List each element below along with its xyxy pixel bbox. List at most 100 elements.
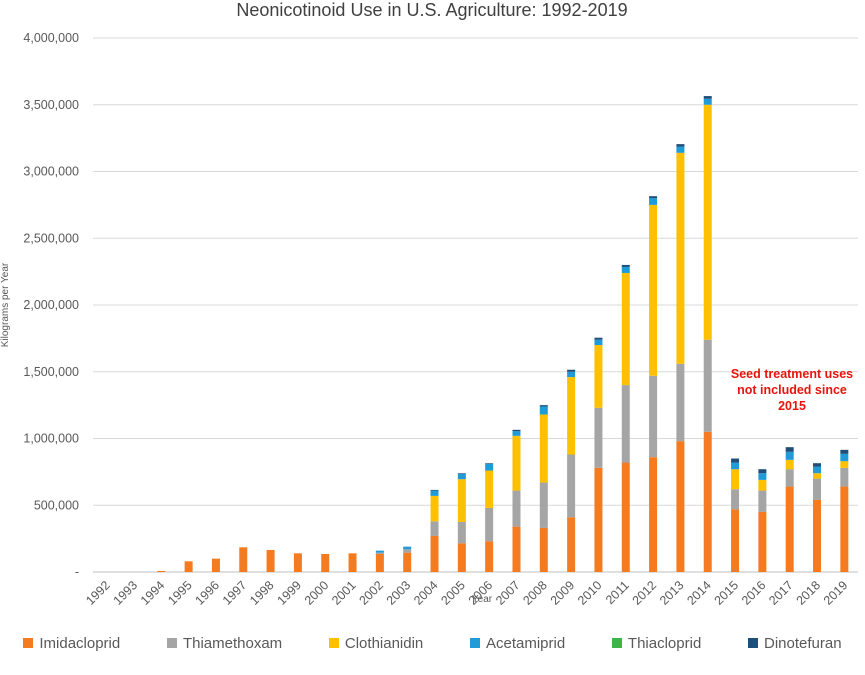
annotation-line: not included since [737,383,847,397]
bar-segment-dinotefuran [649,196,658,199]
legend-swatch [611,638,622,648]
bar-segment-acetamiprid [375,550,384,553]
x-tick-label: 1999 [274,578,304,608]
bar-segment-dinotefuran [621,264,630,267]
bar-segment-imidacloprid [157,570,166,572]
bar-segment-acetamiprid [840,453,849,462]
y-axis-ticks: - 500,000 1,000,000 1,500,000 2,000,000 2,500… [23,31,79,579]
legend-label: Dinotefuran [764,634,842,652]
bar-segment-clothianidin [785,459,794,470]
bar-segment-imidacloprid [785,486,794,572]
x-tick-label: 2016 [739,578,769,608]
bar-segment-thiamethoxam [703,339,712,432]
bar-segment-imidacloprid [430,535,439,572]
x-tick-label: 2012 [630,578,660,608]
bar-segment-dinotefuran [840,449,849,454]
x-tick-label: 1993 [111,578,141,608]
y-tick-label: 500,000 [34,498,79,512]
bar-segment-dinotefuran [813,463,822,467]
bar-segment-imidacloprid [567,517,576,572]
chart-title: Neonicotinoid Use in U.S. Agriculture: 1… [236,0,627,20]
y-tick-label: 3,000,000 [23,165,79,179]
x-tick-label: 2018 [794,578,824,608]
legend-label: Clothianidin [344,634,424,652]
y-tick-label: 1,500,000 [23,365,79,379]
bar-segment-imidacloprid [649,457,658,572]
bar-segment-clothianidin [813,473,822,479]
x-tick-label: 1996 [193,578,223,608]
bar-segment-imidacloprid [403,552,412,572]
x-tick-label: 2003 [384,578,414,608]
bar-segment-thiamethoxam [567,454,576,518]
bar-segment-acetamiprid [485,463,494,471]
bar-segment-imidacloprid [375,553,384,572]
bar-segment-acetamiprid [785,451,794,460]
y-tick-label: 2,000,000 [23,298,79,312]
legend-item-imidacloprid: Imidacloprid [23,635,120,652]
bar-segment-imidacloprid [211,558,220,572]
bar-segment-acetamiprid [758,473,767,480]
legend-label: Thiamethoxam [182,634,283,652]
bar-segment-dinotefuran [703,96,712,99]
bar-segment-clothianidin [594,345,603,408]
bar-segment-clothianidin [430,495,439,522]
x-tick-label: 2013 [657,578,687,608]
x-tick-label: 2008 [520,578,550,608]
bar-segment-thiamethoxam [676,363,685,442]
bar-segment-acetamiprid [731,462,740,470]
bar-segment-clothianidin [485,470,494,508]
legend-label: Imidacloprid [39,634,121,652]
legend-swatch [328,638,339,648]
x-tick-label: 2005 [438,578,468,608]
bar-segment-imidacloprid [758,511,767,572]
bar-segment-imidacloprid [676,441,685,572]
bar-segment-dinotefuran [731,458,740,463]
bar-segment-clothianidin [539,414,548,483]
bar-segment-dinotefuran [539,405,548,407]
bar-segment-dinotefuran [485,463,494,464]
y-tick-label: 3,500,000 [23,98,79,112]
bar-segment-imidacloprid [813,499,822,572]
x-tick-label: 2000 [302,578,332,608]
bar-segment-imidacloprid [594,467,603,572]
bar-segment-acetamiprid [813,466,822,474]
bar-segment-acetamiprid [594,339,603,346]
bar-segment-imidacloprid [348,553,357,572]
legend-swatch [748,638,759,648]
bar-segment-thiamethoxam [649,375,658,458]
bar-segment-acetamiprid [703,98,712,105]
bar-segment-imidacloprid [703,431,712,572]
x-tick-label: 1997 [220,578,250,608]
x-tick-label: 2017 [766,578,796,608]
bar-segment-dinotefuran [785,447,794,452]
x-tick-label: 2004 [411,578,441,608]
bar-segment-dinotefuran [430,489,439,491]
annotation-line: Seed treatment uses [731,367,853,381]
bar-segment-imidacloprid [266,549,275,572]
bar-segment-clothianidin [758,479,767,491]
x-tick-label: 1992 [83,578,113,608]
bar-segment-dinotefuran [594,337,603,340]
bar-segment-dinotefuran [567,369,576,372]
bar-segment-imidacloprid [239,547,248,572]
bar-segment-clothianidin [512,435,521,491]
bar-segment-imidacloprid [840,486,849,572]
bar-segment-thiamethoxam [457,521,466,544]
legend-item-thiamethoxam: Thiamethoxam [166,634,283,652]
legend-swatch [166,638,177,648]
legend-item-acetamiprid: Acetamiprid [470,635,565,652]
legend-item-dinotefuran: Dinotefuran [748,635,842,652]
bar-segment-acetamiprid [621,266,630,273]
x-tick-label: 1994 [138,578,168,608]
bar-segment-thiamethoxam [375,552,384,554]
x-tick-label: 1995 [165,578,195,608]
bar-segment-thiamethoxam [403,549,412,553]
x-tick-label: 2010 [575,578,605,608]
bar-segment-thiamethoxam [539,482,548,528]
bar-segment-clothianidin [621,272,630,386]
x-tick-label: 2009 [548,578,578,608]
bar-segment-thiamethoxam [621,385,630,463]
bar-segment-imidacloprid [512,526,521,572]
legend-item-clothianidin: Clothianidin [328,634,424,652]
x-tick-label: 2011 [603,578,632,607]
